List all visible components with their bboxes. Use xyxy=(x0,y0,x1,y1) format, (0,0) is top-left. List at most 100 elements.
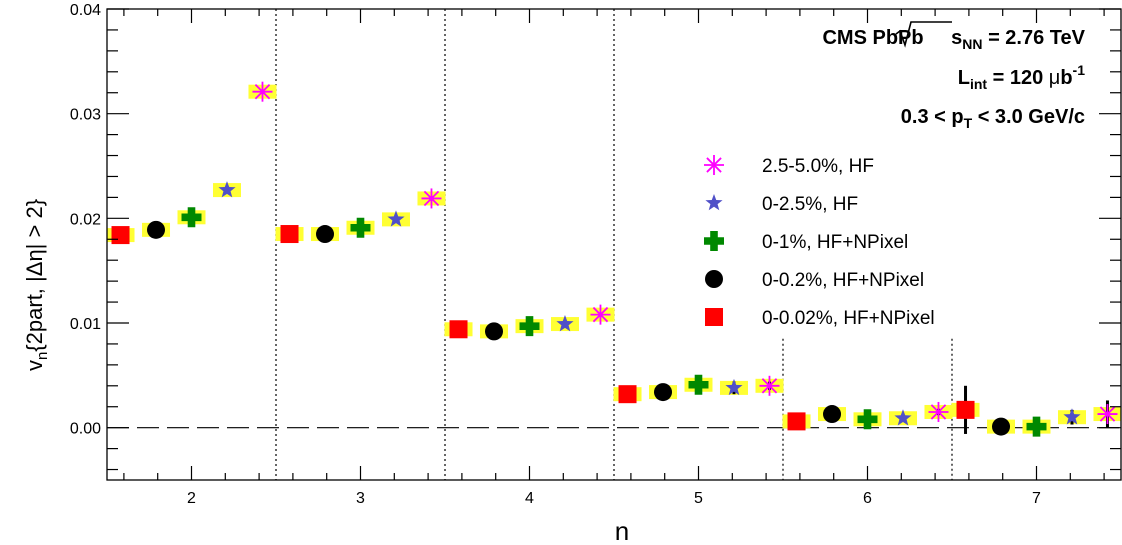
marker-asterisk xyxy=(590,304,611,325)
marker-star xyxy=(556,315,574,332)
data-point xyxy=(550,315,579,332)
asterisk-stroke xyxy=(706,157,722,173)
annotation-block: CMS PbPb sNN = 2.76 TeV Lint = 120 μb-1 … xyxy=(822,21,1086,131)
series-2 xyxy=(177,207,1051,437)
marker-cross xyxy=(519,316,540,337)
x-axis-title: n xyxy=(615,516,629,545)
x-tick-label: 3 xyxy=(356,490,365,507)
legend-label: 0-0.2%, HF+NPixel xyxy=(762,270,924,291)
marker-square xyxy=(705,308,723,326)
series-0 xyxy=(106,225,980,434)
y-axis-title: vn{2part, |Δη| > 2} xyxy=(22,199,51,371)
x-tick-label: 7 xyxy=(1032,490,1041,507)
data-point xyxy=(212,181,241,198)
y-tick-label: 0.02 xyxy=(70,211,101,228)
asterisk-stroke xyxy=(423,190,440,207)
y-tick-label: 0.04 xyxy=(70,2,101,19)
data-point xyxy=(177,207,206,228)
y-tick-label: 0.03 xyxy=(70,107,101,124)
series-1 xyxy=(142,220,1016,436)
marker-star xyxy=(894,409,912,426)
data-point xyxy=(1057,408,1086,425)
asterisk-stroke xyxy=(254,83,271,100)
y-tick-label: 0.01 xyxy=(70,316,101,333)
marker-circle xyxy=(654,383,673,402)
marker-cross xyxy=(857,409,878,430)
marker-asterisk xyxy=(252,81,273,102)
data-point xyxy=(515,316,544,337)
x-tick-label: 5 xyxy=(694,490,703,507)
data-point xyxy=(888,409,917,426)
legend-label: 0-1%, HF+NPixel xyxy=(762,232,908,253)
x-tick-label: 4 xyxy=(525,490,534,507)
data-point xyxy=(106,226,135,245)
asterisk-stroke xyxy=(592,306,609,323)
data-point xyxy=(381,210,410,227)
data-point xyxy=(142,220,171,239)
asterisk-stroke xyxy=(761,378,778,394)
legend-entry: 0-2.5%, HF xyxy=(705,194,858,215)
data-point xyxy=(417,188,446,209)
marker-circle xyxy=(316,225,335,244)
marker-circle xyxy=(147,220,166,239)
marker-square xyxy=(449,320,468,339)
marker-circle xyxy=(705,270,723,288)
x-tick-label: 2 xyxy=(187,490,196,507)
data-point xyxy=(782,412,811,431)
marker-star xyxy=(1063,408,1081,425)
data-point xyxy=(755,375,784,396)
legend-entry: 2.5-5.0%, HF xyxy=(704,155,874,177)
marker-asterisk xyxy=(704,155,724,175)
data-point xyxy=(613,385,642,404)
data-point xyxy=(649,383,678,402)
marker-circle xyxy=(823,405,842,424)
marker-cross xyxy=(688,374,709,395)
series-3 xyxy=(212,181,1086,426)
legend-label: 0-0.02%, HF+NPixel xyxy=(762,308,935,329)
legend-label: 0-2.5%, HF xyxy=(762,194,858,215)
data-point xyxy=(444,320,473,339)
legend-label: 2.5-5.0%, HF xyxy=(762,156,874,177)
asterisk-stroke xyxy=(1099,406,1116,422)
plot-frame xyxy=(106,8,1122,481)
marker-cross xyxy=(704,231,724,251)
legend: 2.5-5.0%, HF 0-2.5%, HF 0-1%, HF+NPixel 0-0… xyxy=(704,155,935,329)
data-point xyxy=(346,217,375,238)
marker-star xyxy=(725,378,743,396)
sqrt-symbol xyxy=(895,21,952,48)
marker-cross xyxy=(1026,416,1047,437)
data-point xyxy=(987,417,1016,436)
data-point xyxy=(275,225,304,244)
tick-labels: 0.00 0.01 0.02 0.03 0.04 2 3 4 5 6 7 xyxy=(70,2,1041,507)
plot-frame-rect xyxy=(106,8,1122,481)
marker-asterisk xyxy=(421,188,442,209)
data-point xyxy=(951,385,980,434)
data-point xyxy=(248,81,277,102)
annotation-pt-range: 0.3 < pT < 3.0 GeV/c xyxy=(901,106,1085,131)
marker-star xyxy=(705,194,723,211)
y-tick-label: 0.00 xyxy=(70,421,101,438)
marker-cross xyxy=(350,217,371,238)
marker-cross xyxy=(181,207,202,228)
annotation-luminosity: Lint = 120 μb-1 xyxy=(958,62,1085,92)
data-point xyxy=(924,401,953,422)
x-tick-label: 6 xyxy=(863,490,872,507)
marker-circle xyxy=(992,417,1011,436)
marker-square xyxy=(787,412,806,431)
data-point xyxy=(480,322,509,341)
legend-entry: 0-1%, HF+NPixel xyxy=(704,231,908,253)
legend-entry: 0-0.02%, HF+NPixel xyxy=(705,308,935,329)
asterisk-stroke xyxy=(930,404,947,420)
axis-ticks xyxy=(107,8,1121,480)
marker-square xyxy=(618,385,637,404)
marker-square xyxy=(280,225,299,244)
marker-asterisk xyxy=(1097,404,1118,425)
marker-square xyxy=(956,400,975,419)
data-point xyxy=(311,225,340,244)
data-point xyxy=(719,378,748,396)
marker-star xyxy=(218,181,236,198)
marker-asterisk xyxy=(928,401,949,422)
data-point xyxy=(818,405,847,424)
annotation-experiment: CMS PbPb sNN = 2.76 TeV xyxy=(822,27,1085,52)
